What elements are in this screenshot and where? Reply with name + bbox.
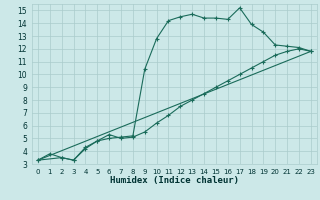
X-axis label: Humidex (Indice chaleur): Humidex (Indice chaleur): [110, 176, 239, 185]
